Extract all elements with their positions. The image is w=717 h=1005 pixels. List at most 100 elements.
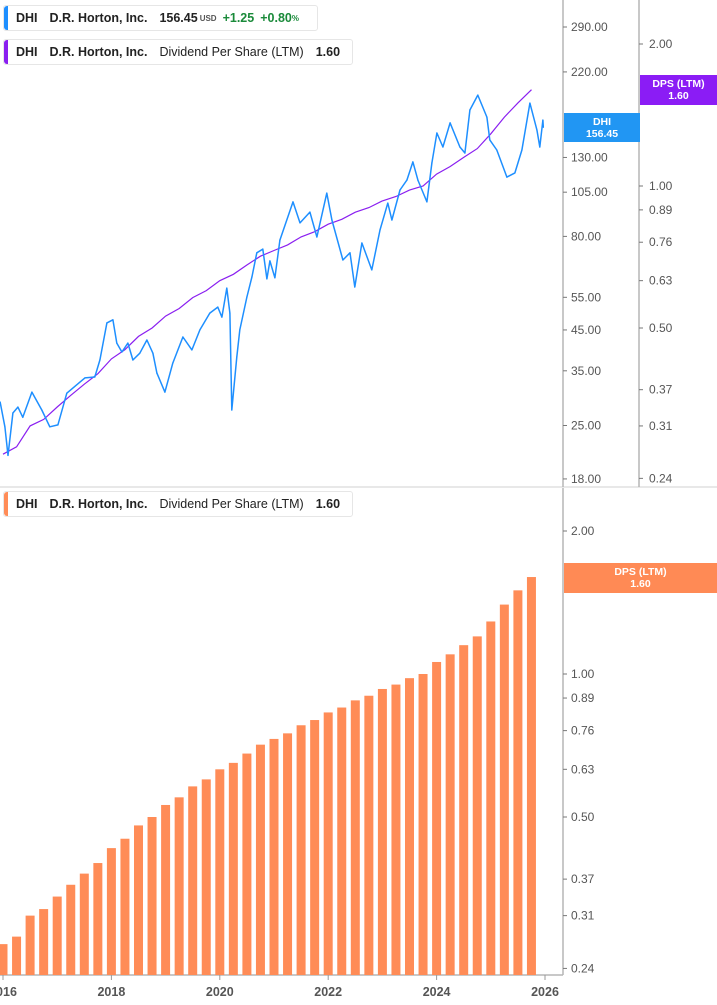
price-point: [231, 409, 233, 411]
price-point: [399, 189, 401, 191]
price-point: [236, 356, 238, 358]
price-point: [12, 412, 14, 414]
dps-bar: [391, 684, 401, 975]
price-point: [489, 139, 491, 141]
price-tick-label: 55.00: [571, 290, 601, 304]
price-point: [239, 329, 241, 331]
legend-company: D.R. Horton, Inc.: [49, 11, 148, 25]
dps-bar: [228, 762, 238, 975]
price-legend[interactable]: DHI D.R. Horton, Inc. 156.45 USD +1.25 +…: [3, 5, 318, 31]
price-point: [449, 122, 451, 124]
price-point: [246, 296, 248, 298]
legend-ticker: DHI: [16, 11, 38, 25]
legend-metric: Dividend Per Share (LTM): [159, 497, 304, 511]
dps-bar: [310, 720, 320, 975]
dps-bar: [174, 797, 184, 975]
price-point: [4, 426, 6, 428]
price-point: [164, 391, 166, 393]
legend-price: 156.45: [159, 11, 198, 25]
price-tick-label: 80.00: [571, 229, 601, 243]
dps-bar-series-color: [4, 492, 8, 516]
price-point: [316, 236, 318, 238]
price-point: [221, 316, 223, 318]
price-point: [477, 94, 479, 96]
dps-bar: [513, 590, 523, 975]
dps-bar: [269, 738, 279, 975]
price-series-color: [4, 6, 8, 30]
price-point: [469, 109, 471, 111]
dps-bar: [459, 645, 469, 975]
x-tick-label: 2016: [0, 985, 17, 999]
dps-bar: [147, 817, 157, 975]
dps-bar-legend[interactable]: DHI D.R. Horton, Inc. Dividend Per Share…: [3, 491, 354, 517]
price-point: [436, 132, 438, 134]
price-tick-label: 220.00: [571, 65, 608, 79]
dps-line-last-value-badge: DPS (LTM) 1.60: [640, 75, 717, 105]
dps-bar: [201, 779, 211, 975]
price-point: [152, 352, 154, 354]
legend-company: D.R. Horton, Inc.: [49, 45, 148, 59]
dps-bar: [93, 863, 103, 975]
price-tick-label: 130.00: [571, 150, 608, 164]
price-point: [172, 362, 174, 364]
price-point: [146, 339, 148, 341]
dps-bar: [215, 769, 225, 975]
price-point: [116, 342, 118, 344]
legend-pct-sign: %: [291, 13, 299, 23]
price-point: [41, 409, 43, 411]
price-point: [406, 179, 408, 181]
price-point: [266, 278, 268, 280]
price-point: [251, 276, 253, 278]
dps-bar: [364, 695, 374, 975]
price-tick-label: 105.00: [571, 185, 608, 199]
dps-bar-tick-label: 2.00: [571, 524, 595, 538]
dps-bar: [39, 909, 49, 975]
legend-ticker: DHI: [16, 45, 38, 59]
price-point: [326, 192, 328, 194]
dps-bar: [405, 678, 414, 975]
dps-bar: [377, 688, 387, 975]
dps-bar: [472, 636, 482, 975]
dps-bar: [418, 674, 428, 975]
price-point: [256, 252, 258, 254]
legend-company: D.R. Horton, Inc.: [49, 497, 148, 511]
badge-label: DPS (LTM): [652, 78, 705, 90]
dps-bar: [25, 915, 35, 975]
x-tick-label: 2024: [423, 985, 451, 999]
price-point: [539, 146, 541, 148]
price-panel: 290.00 220.00 130.00 105.00 80.00 55.00 45.00 3…: [0, 0, 717, 488]
price-point: [182, 336, 184, 338]
price-point: [342, 259, 344, 261]
price-point: [349, 252, 351, 254]
price-tick-label: 45.00: [571, 323, 601, 337]
price-point: [17, 406, 19, 408]
price-line: [0, 94, 545, 457]
price-point: [542, 126, 544, 128]
dps-bar: [283, 733, 293, 975]
price-point: [66, 392, 68, 394]
price-point: [279, 239, 281, 241]
price-point: [132, 359, 134, 361]
dps-bar: [188, 786, 198, 975]
price-point: [269, 260, 271, 262]
badge-ticker: DHI: [592, 116, 612, 128]
price-point: [106, 322, 108, 324]
dps-bar: [66, 884, 76, 975]
dps-tick-label: 0.63: [649, 274, 673, 288]
price-tick-label: 35.00: [571, 364, 601, 378]
dps-bar: [486, 621, 496, 975]
dps-tick-label: 0.76: [649, 235, 673, 249]
x-tick-label: 2026: [531, 985, 559, 999]
price-point: [49, 426, 51, 428]
price-tick-label: 290.00: [571, 20, 608, 34]
dps-bar: [432, 661, 442, 975]
price-point: [506, 176, 508, 178]
dps-line-legend[interactable]: DHI D.R. Horton, Inc. Dividend Per Share…: [3, 39, 354, 65]
dps-bar: [350, 700, 360, 975]
badge-value: 1.60: [668, 90, 689, 102]
price-point: [112, 319, 114, 321]
price-point: [99, 359, 101, 361]
dps-tick-label: 0.89: [649, 203, 673, 217]
dps-bar: [120, 838, 130, 975]
price-point: [442, 146, 444, 148]
